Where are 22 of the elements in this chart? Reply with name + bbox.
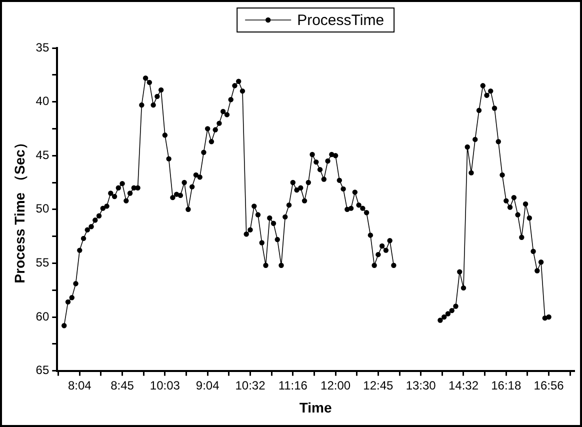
x-tick-label: 14:32 bbox=[448, 378, 479, 392]
y-tick-label: 65 bbox=[36, 363, 50, 378]
x-tick-label: 8:45 bbox=[110, 378, 134, 392]
x-tick-label: 8:04 bbox=[68, 378, 92, 392]
x-axis-title: Time bbox=[299, 399, 332, 416]
x-tick-label: 16:56 bbox=[534, 378, 564, 392]
x-tick-label: 11:16 bbox=[278, 378, 308, 392]
x-tick-label: 12:00 bbox=[320, 378, 351, 392]
x-tick-label: 10:32 bbox=[235, 378, 266, 392]
x-tick-label: 13:30 bbox=[406, 378, 436, 392]
y-tick-label: 60 bbox=[36, 309, 50, 324]
y-tick-label: 45 bbox=[36, 148, 50, 162]
y-axis-title: Process Time （Sec） bbox=[11, 136, 28, 284]
x-tick-label: 9:04 bbox=[196, 378, 220, 392]
x-tick-label: 12:45 bbox=[363, 378, 394, 392]
x-tick-label: 16:18 bbox=[491, 378, 522, 392]
y-tick-label: 35 bbox=[36, 40, 50, 54]
legend-label: ProcessTime bbox=[297, 12, 384, 30]
x-tick-label: 10:03 bbox=[150, 378, 180, 392]
y-tick-label: 50 bbox=[36, 202, 50, 216]
y-tick-label: 55 bbox=[36, 256, 50, 270]
y-tick-label: 40 bbox=[36, 94, 50, 108]
